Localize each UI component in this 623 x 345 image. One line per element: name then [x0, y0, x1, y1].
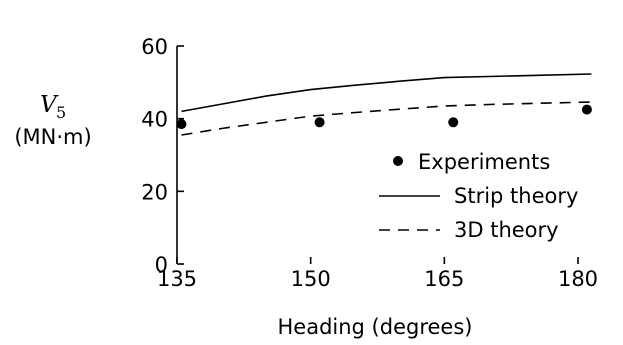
legend-marker-experiments	[393, 156, 403, 166]
x-tick-label: 150	[291, 267, 331, 291]
x-axis-title: Heading (degrees)	[278, 315, 473, 339]
x-tick-label: 135	[157, 267, 197, 291]
y-axis-symbol: V	[40, 92, 59, 118]
y-axis-title: V 5 (MN·m)	[14, 92, 91, 149]
series-line-3d-theory	[181, 101, 592, 136]
data-point-experiments	[581, 104, 592, 115]
legend-label-strip-theory: Strip theory	[454, 184, 578, 208]
legend: Experiments Strip theory 3D theory	[379, 150, 578, 242]
x-tick-label: 165	[424, 267, 464, 291]
series-line-strip-theory	[181, 73, 592, 113]
y-tick-label: 60	[141, 35, 168, 59]
y-axis-unit: (MN·m)	[14, 125, 91, 149]
y-ticks: 0 20 40 60	[141, 35, 184, 277]
y-tick-label: 0	[155, 253, 168, 277]
y-tick-label: 20	[141, 180, 168, 204]
data-point-experiments	[176, 119, 187, 130]
data-point-experiments	[448, 117, 459, 128]
legend-label-3d-theory: 3D theory	[454, 218, 559, 242]
legend-label-experiments: Experiments	[418, 150, 550, 174]
y-tick-label: 40	[141, 108, 168, 132]
y-axis-subscript: 5	[56, 103, 66, 122]
x-tick-label: 180	[558, 267, 598, 291]
data-point-experiments	[314, 117, 325, 128]
series-layer	[176, 73, 592, 136]
x-ticks: 135 150 165 180	[157, 257, 598, 291]
